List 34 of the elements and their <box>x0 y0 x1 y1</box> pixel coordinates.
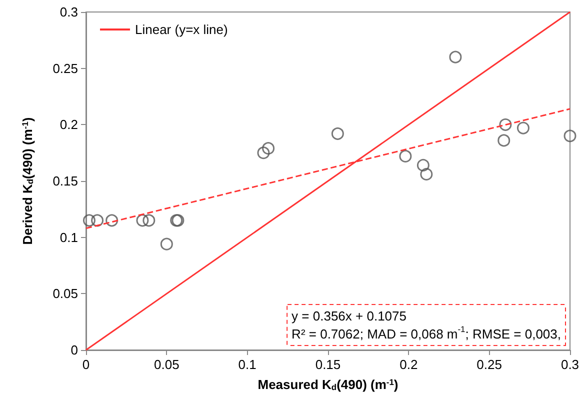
x-tick-label: 0.25 <box>476 357 502 372</box>
point <box>91 214 104 227</box>
point <box>498 134 510 147</box>
y-tick-label: 0.1 <box>60 230 78 245</box>
point <box>106 214 118 227</box>
y-axis-title: Derived Kd(490) (m-1) <box>20 117 35 245</box>
point <box>420 168 433 180</box>
point <box>499 118 512 131</box>
annotation: y = 0.356x + 0.1075 <box>292 308 406 324</box>
y-tick-label: 0.15 <box>52 174 78 188</box>
x-tick-label: 0 <box>82 357 90 372</box>
point <box>516 122 530 134</box>
point <box>449 50 462 64</box>
x-tick-label: 0.2 <box>400 357 418 372</box>
x-tick-label: 0.05 <box>154 357 180 372</box>
y-tick-label: 0 <box>70 342 78 358</box>
point <box>82 214 96 227</box>
point <box>136 214 149 227</box>
legend-label: Linear (y=x line) <box>135 22 228 37</box>
point <box>416 158 430 172</box>
point <box>142 214 156 227</box>
y-tick-label: 0.25 <box>52 60 78 76</box>
point <box>399 150 412 162</box>
point <box>331 127 344 140</box>
y-tick-label: 0.3 <box>60 4 78 20</box>
point <box>564 130 576 142</box>
point <box>257 146 270 160</box>
point <box>160 238 173 250</box>
y-tick-label: 0.05 <box>52 286 78 302</box>
x-tick-label: 0.3 <box>560 357 580 372</box>
x-tick-label: 0.1 <box>238 357 256 372</box>
y-tick-label: 0.2 <box>60 117 78 132</box>
point <box>262 142 275 155</box>
x-tick-label: 0.15 <box>315 357 341 372</box>
